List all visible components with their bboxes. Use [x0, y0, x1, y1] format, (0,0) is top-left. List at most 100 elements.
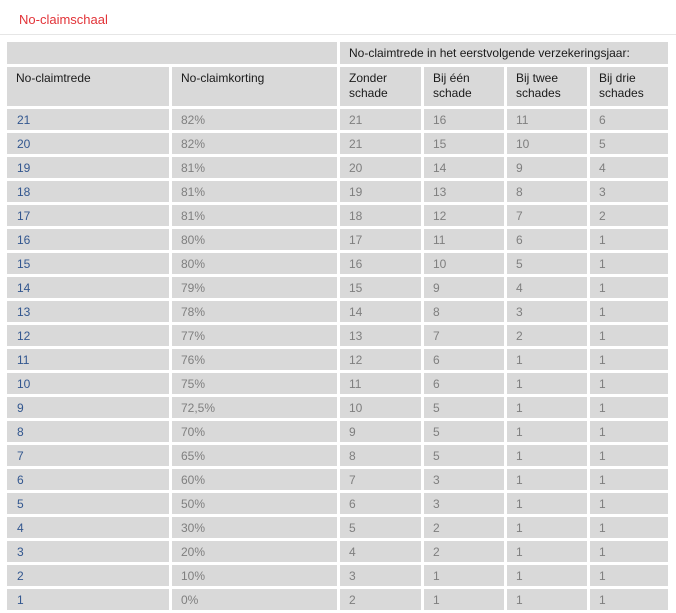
cell-value: 11 [424, 229, 504, 250]
cell-no-claimtrede: 7 [7, 445, 169, 466]
cell-no-claimtrede: 6 [7, 469, 169, 490]
cell-value: 1 [590, 517, 668, 538]
cell-value: 1 [590, 541, 668, 562]
cell-value: 1 [590, 397, 668, 418]
cell-value: 1 [507, 421, 587, 442]
span-header-cell: No-claimtrede in het eerstvolgende verze… [340, 42, 668, 64]
cell-value: 7 [507, 205, 587, 226]
table-row: 5 50% 6 3 1 1 [7, 493, 668, 514]
cell-value: 7 [340, 469, 421, 490]
cell-value: 80% [172, 229, 337, 250]
cell-no-claimtrede: 20 [7, 133, 169, 154]
table-row: 2 10% 3 1 1 1 [7, 565, 668, 586]
span-header-row: No-claimtrede in het eerstvolgende verze… [7, 42, 668, 64]
cell-value: 5 [424, 445, 504, 466]
cell-value: 81% [172, 205, 337, 226]
cell-value: 1 [507, 445, 587, 466]
cell-value: 1 [507, 373, 587, 394]
cell-value: 60% [172, 469, 337, 490]
cell-value: 78% [172, 301, 337, 322]
cell-value: 1 [590, 373, 668, 394]
table-row: 3 20% 4 2 1 1 [7, 541, 668, 562]
cell-value: 1 [424, 589, 504, 610]
cell-value: 18 [340, 205, 421, 226]
cell-value: 9 [507, 157, 587, 178]
cell-value: 4 [507, 277, 587, 298]
cell-value: 70% [172, 421, 337, 442]
cell-value: 16 [424, 109, 504, 130]
cell-no-claimtrede: 11 [7, 349, 169, 370]
cell-value: 8 [424, 301, 504, 322]
table-row: 19 81% 20 14 9 4 [7, 157, 668, 178]
table-row: 16 80% 17 11 6 1 [7, 229, 668, 250]
table-container: No-claimtrede in het eerstvolgende verze… [0, 35, 676, 613]
cell-value: 12 [340, 349, 421, 370]
cell-value: 1 [507, 349, 587, 370]
cell-value: 7 [424, 325, 504, 346]
cell-value: 1 [590, 469, 668, 490]
cell-value: 1 [507, 589, 587, 610]
cell-no-claimtrede: 15 [7, 253, 169, 274]
cell-value: 14 [340, 301, 421, 322]
table-row: 21 82% 21 16 11 6 [7, 109, 668, 130]
column-header-bij-een-schade: Bij één schade [424, 67, 504, 106]
table-row: 15 80% 16 10 5 1 [7, 253, 668, 274]
table-row: 13 78% 14 8 3 1 [7, 301, 668, 322]
column-header-no-claimkorting: No-claimkorting [172, 67, 337, 106]
cell-value: 15 [340, 277, 421, 298]
cell-value: 4 [590, 157, 668, 178]
table-body: 21 82% 21 16 11 6 20 82% 21 15 10 5 19 81% 20 14 9 4 18 81%… [7, 109, 668, 610]
cell-value: 9 [424, 277, 504, 298]
cell-no-claimtrede: 16 [7, 229, 169, 250]
cell-value: 6 [507, 229, 587, 250]
cell-value: 1 [507, 565, 587, 586]
cell-no-claimtrede: 14 [7, 277, 169, 298]
page-title: No-claimschaal [19, 12, 108, 27]
cell-value: 5 [507, 253, 587, 274]
cell-no-claimtrede: 2 [7, 565, 169, 586]
cell-value: 1 [507, 469, 587, 490]
cell-value: 5 [340, 517, 421, 538]
cell-value: 2 [424, 517, 504, 538]
cell-value: 3 [424, 469, 504, 490]
no-claim-table: No-claimtrede in het eerstvolgende verze… [4, 39, 671, 613]
table-row: 4 30% 5 2 1 1 [7, 517, 668, 538]
cell-value: 4 [340, 541, 421, 562]
cell-value: 21 [340, 109, 421, 130]
cell-value: 1 [590, 253, 668, 274]
cell-value: 11 [340, 373, 421, 394]
table-row: 14 79% 15 9 4 1 [7, 277, 668, 298]
cell-value: 81% [172, 157, 337, 178]
cell-value: 1 [507, 517, 587, 538]
cell-value: 6 [340, 493, 421, 514]
cell-value: 12 [424, 205, 504, 226]
title-divider [0, 34, 676, 35]
cell-value: 3 [424, 493, 504, 514]
cell-no-claimtrede: 19 [7, 157, 169, 178]
cell-value: 1 [507, 541, 587, 562]
cell-value: 3 [507, 301, 587, 322]
cell-value: 5 [590, 133, 668, 154]
cell-value: 10% [172, 565, 337, 586]
table-row: 1 0% 2 1 1 1 [7, 589, 668, 610]
table-row: 12 77% 13 7 2 1 [7, 325, 668, 346]
cell-value: 0% [172, 589, 337, 610]
cell-value: 65% [172, 445, 337, 466]
cell-value: 81% [172, 181, 337, 202]
cell-value: 30% [172, 517, 337, 538]
cell-no-claimtrede: 17 [7, 205, 169, 226]
table-row: 9 72,5% 10 5 1 1 [7, 397, 668, 418]
column-header-no-claimtrede: No-claimtrede [7, 67, 169, 106]
cell-value: 19 [340, 181, 421, 202]
cell-value: 8 [340, 445, 421, 466]
cell-value: 5 [424, 397, 504, 418]
cell-value: 20 [340, 157, 421, 178]
cell-value: 2 [424, 541, 504, 562]
cell-value: 10 [424, 253, 504, 274]
cell-value: 1 [590, 229, 668, 250]
cell-value: 1 [507, 493, 587, 514]
cell-no-claimtrede: 4 [7, 517, 169, 538]
cell-value: 50% [172, 493, 337, 514]
cell-value: 20% [172, 541, 337, 562]
blank-header-cell [7, 42, 337, 64]
